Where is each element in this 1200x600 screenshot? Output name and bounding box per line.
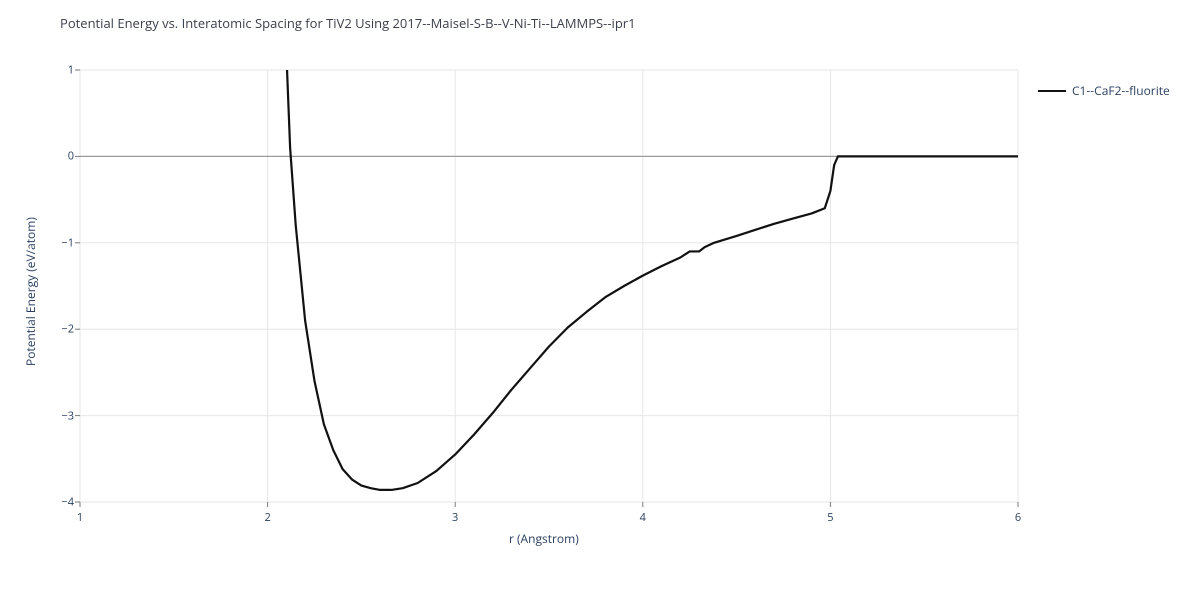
x-tick-label: 4 bbox=[640, 510, 646, 525]
x-tick-label: 6 bbox=[1015, 510, 1021, 525]
y-tick-label: −1 bbox=[50, 235, 74, 250]
y-tick-label: −2 bbox=[50, 322, 74, 337]
y-axis-label: Potential Energy (eV/atom) bbox=[22, 217, 39, 366]
legend[interactable]: C1--CaF2--fluorite bbox=[1038, 82, 1170, 99]
x-tick-label: 2 bbox=[264, 510, 270, 525]
y-tick-label: 0 bbox=[50, 149, 74, 164]
x-tick-label: 1 bbox=[77, 510, 83, 525]
y-tick-label: −3 bbox=[50, 408, 74, 423]
legend-swatch bbox=[1038, 90, 1066, 92]
y-tick-label: 1 bbox=[50, 63, 74, 78]
x-axis-label: r (Angstrom) bbox=[509, 530, 579, 547]
legend-label: C1--CaF2--fluorite bbox=[1072, 82, 1170, 99]
x-tick-label: 5 bbox=[827, 510, 833, 525]
x-tick-label: 3 bbox=[452, 510, 458, 525]
y-tick-label: −4 bbox=[50, 495, 74, 510]
chart-container: { "chart": { "type": "line", "title": "P… bbox=[0, 0, 1200, 600]
series-line[interactable] bbox=[277, 0, 1018, 490]
